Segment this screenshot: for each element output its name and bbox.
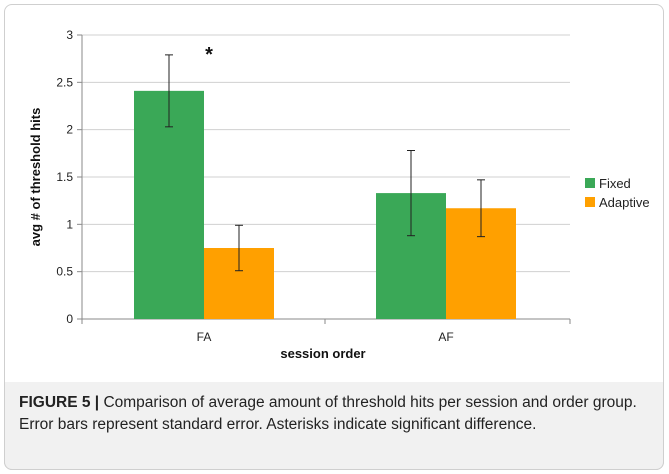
annotations: * xyxy=(205,44,213,66)
legend-swatch-adaptive xyxy=(585,197,595,207)
significance-asterisk: * xyxy=(205,44,213,66)
legend-swatch-fixed xyxy=(585,178,595,188)
y-tick-label: 3 xyxy=(66,28,73,42)
y-tick-label: 1.5 xyxy=(56,170,73,184)
y-tick-label: 2.5 xyxy=(56,75,73,89)
y-tick-label: 0.5 xyxy=(56,265,73,279)
x-tick-labels: FA AF xyxy=(197,330,454,344)
y-axis-title: avg # of threshold hits xyxy=(28,108,43,247)
bar-chart: 0 0.5 1 1.5 2 2.5 3 FA AF * Fixed Adaptive sessi… xyxy=(28,28,650,361)
bars xyxy=(134,90,516,319)
figure-caption: FIGURE 5 | Comparison of average amount … xyxy=(4,382,664,470)
legend-label-fixed: Fixed xyxy=(599,176,631,191)
x-tick-label: AF xyxy=(438,330,453,344)
x-axis-title: session order xyxy=(280,346,365,361)
legend-label-adaptive: Adaptive xyxy=(599,195,650,210)
legend: Fixed Adaptive xyxy=(585,176,650,210)
y-tick-labels: 0 0.5 1 1.5 2 2.5 3 xyxy=(56,28,73,326)
x-tick-label: FA xyxy=(197,330,212,344)
y-tick-label: 0 xyxy=(66,312,73,326)
caption-label: FIGURE 5 | xyxy=(19,394,100,411)
error-bars xyxy=(165,54,485,272)
y-tick-label: 1 xyxy=(66,217,73,231)
y-tick-label: 2 xyxy=(66,123,73,137)
bar-fixed-fa xyxy=(134,90,204,319)
caption-text: Comparison of average amount of threshol… xyxy=(19,394,637,433)
